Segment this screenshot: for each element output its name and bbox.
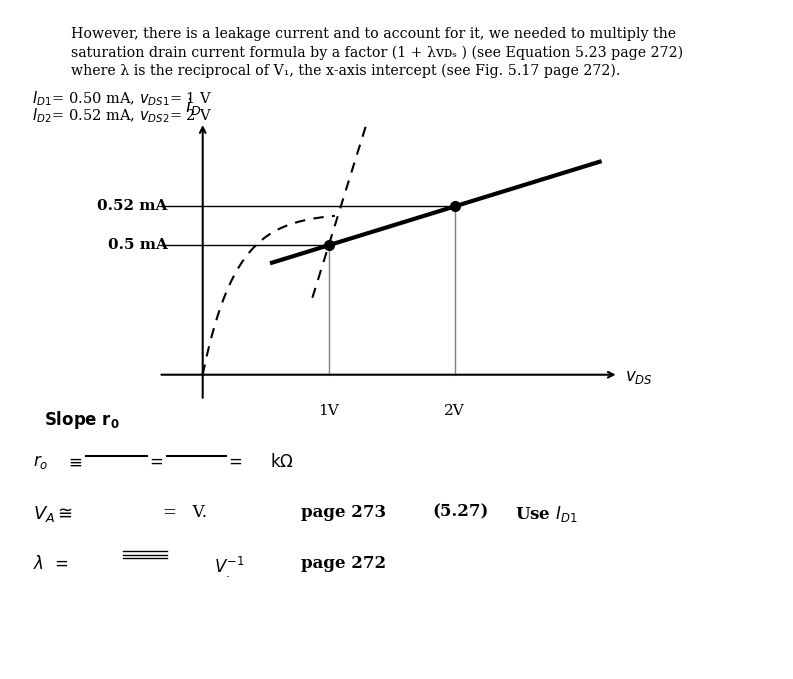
Text: page 272: page 272 — [301, 555, 386, 572]
Text: 2V: 2V — [444, 404, 465, 418]
Text: =: = — [149, 453, 163, 471]
Text: page 273: page 273 — [301, 504, 386, 521]
Text: k$\Omega$: k$\Omega$ — [270, 453, 293, 471]
Text: $\lambda$  =: $\lambda$ = — [33, 555, 68, 573]
Text: $I_{D2}$= 0.52 mA, $v_{DS2}$= 2 V: $I_{D2}$= 0.52 mA, $v_{DS2}$= 2 V — [32, 107, 213, 126]
Text: (5.27): (5.27) — [432, 504, 488, 521]
Text: $I_{D1}$= 0.50 mA, $v_{DS1}$= 1 V: $I_{D1}$= 0.50 mA, $v_{DS1}$= 1 V — [32, 90, 213, 109]
Text: $v_{DS}$: $v_{DS}$ — [625, 368, 653, 386]
Text: 0.5 mA: 0.5 mA — [108, 238, 167, 252]
Text: 1V: 1V — [318, 404, 339, 418]
Text: =: = — [228, 453, 242, 471]
Text: where λ is the reciprocal of V₁, the x-axis intercept (see Fig. 5.17 page 272).: where λ is the reciprocal of V₁, the x-a… — [71, 64, 621, 78]
Text: $V_A \cong$: $V_A \cong$ — [33, 504, 74, 524]
Text: However, there is a leakage current and to account for it, we needed to multiply: However, there is a leakage current and … — [71, 27, 676, 41]
Text: saturation drain current formula by a factor (1 + λvᴅₛ ) (see Equation 5.23 page: saturation drain current formula by a fa… — [71, 45, 684, 60]
Text: =   V.: = V. — [163, 504, 206, 521]
Text: $i_D$: $i_D$ — [185, 96, 201, 117]
Text: $V_{.}^{-1}$: $V_{.}^{-1}$ — [214, 555, 245, 580]
Text: $r_o$: $r_o$ — [33, 453, 48, 471]
Text: Use $I_{D1}$: Use $I_{D1}$ — [515, 504, 578, 524]
Text: $\mathbf{Slope\ r_0}$: $\mathbf{Slope\ r_0}$ — [44, 409, 119, 431]
Text: 0.52 mA: 0.52 mA — [97, 200, 167, 213]
Text: $\equiv$: $\equiv$ — [65, 453, 82, 471]
